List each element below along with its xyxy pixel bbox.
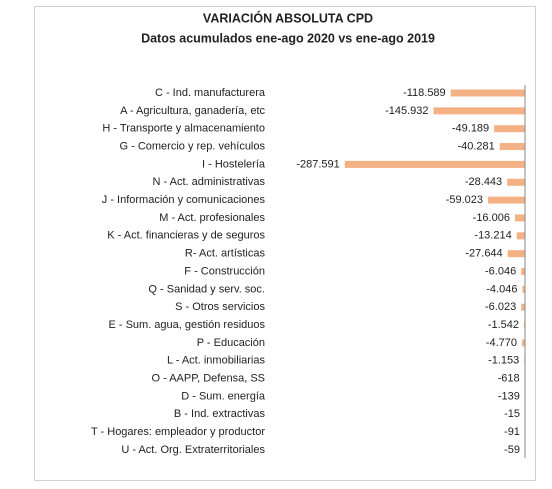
category-label: G - Comercio y rep. vehículos [120,140,266,152]
value-label: -6.046 [485,265,516,277]
value-label: -59.023 [446,194,483,206]
value-label: -27.644 [465,248,502,260]
category-label: T - Hogares: empleador y productor [91,426,265,438]
value-label: -28.443 [465,176,502,188]
category-label: C - Ind. manufacturera [155,87,266,99]
value-label: -15 [504,408,520,420]
bar [507,250,525,258]
category-label: O - AAPP, Defensa, SS [151,373,265,385]
category-label: K - Act. financieras y de seguros [107,230,265,242]
value-label: -618 [498,373,520,385]
bar [522,285,525,293]
bar [522,339,525,347]
category-label: F - Construcción [184,265,265,277]
category-label: Q - Sanidad y serv. soc. [148,283,265,295]
value-label: -4.046 [486,283,517,295]
chart-frame [34,6,536,481]
value-label: -4.770 [486,337,517,349]
category-label: L - Act. inmobiliarias [167,355,266,367]
category-label: I - Hostelería [202,158,266,170]
category-label: U - Act. Org. Extraterritoriales [121,444,265,456]
value-label: -139 [498,390,520,402]
value-label: -145.932 [385,105,428,117]
value-label: -118.589 [403,87,446,99]
bar [433,107,525,115]
value-label: -1.153 [488,355,519,367]
category-label: S - Otros servicios [175,301,265,313]
category-label: N - Act. administrativas [153,176,266,188]
category-label: M - Act. profesionales [159,212,265,224]
category-label: B - Ind. extractivas [174,408,266,420]
bar [450,89,525,97]
value-label: -6.023 [485,301,516,313]
bar [521,268,525,275]
category-label: J - Información y comunicaciones [102,194,266,206]
category-label: E - Sum. agua, gestión residuos [108,319,265,331]
value-label: -59 [504,444,520,456]
value-label: -40.281 [457,140,494,152]
value-label: -287.591 [296,158,339,170]
category-label: H - Transporte y almacenamiento [102,123,265,135]
value-label: -16.006 [473,212,510,224]
value-label: -49.189 [452,123,489,135]
category-label: A - Agricultura, ganadería, etc [120,105,265,117]
chart-title: VARIACIÓN ABSOLUTA CPD [203,10,373,25]
bar [521,303,525,311]
value-label: -13.214 [474,230,511,242]
value-label: -1.542 [488,319,519,331]
bar [499,143,525,151]
bar [507,178,525,186]
category-label: P - Educación [197,337,265,349]
bar [516,232,525,240]
bar [514,214,525,222]
bar [494,125,525,133]
bar [344,160,525,168]
category-label: D - Sum. energía [181,390,266,402]
value-label: -91 [504,426,520,438]
bar [488,196,525,204]
chart-subtitle: Datos acumulados ene-ago 2020 vs ene-ago… [141,31,435,45]
category-label: R- Act. artísticas [185,248,266,260]
